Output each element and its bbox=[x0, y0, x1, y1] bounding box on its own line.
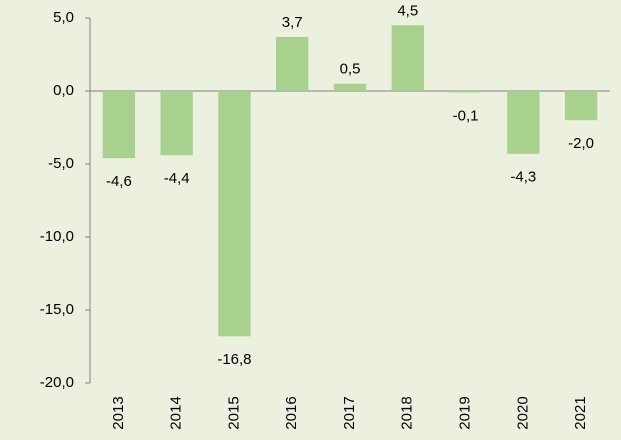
x-tick-label: 2016 bbox=[283, 396, 300, 429]
y-tick-label: 0,0 bbox=[53, 82, 74, 99]
x-tick-label: 2018 bbox=[399, 396, 416, 429]
value-label: -4,6 bbox=[106, 173, 132, 190]
x-tick-label: 2019 bbox=[457, 396, 474, 429]
value-label: 4,5 bbox=[397, 2, 418, 19]
y-tick-label: 5,0 bbox=[53, 9, 74, 26]
value-label: -4,3 bbox=[510, 169, 536, 186]
y-tick-label: -10,0 bbox=[40, 228, 74, 245]
bar bbox=[218, 91, 251, 337]
bar bbox=[160, 91, 193, 156]
bar bbox=[391, 25, 424, 91]
bar bbox=[333, 83, 367, 91]
bar bbox=[102, 91, 136, 159]
bar bbox=[276, 36, 309, 91]
value-label: -0,1 bbox=[453, 107, 479, 124]
value-label: 0,5 bbox=[340, 61, 361, 78]
x-tick-label: 2020 bbox=[514, 396, 531, 429]
x-tick-label: 2014 bbox=[168, 396, 185, 429]
value-label: -16,8 bbox=[217, 351, 251, 368]
y-tick-label: -5,0 bbox=[48, 155, 74, 172]
x-tick-label: 2013 bbox=[110, 396, 127, 429]
x-tick-label: 2017 bbox=[341, 396, 358, 429]
value-label: -2,0 bbox=[568, 135, 594, 152]
x-tick-label: 2021 bbox=[572, 396, 589, 429]
bar bbox=[449, 91, 482, 93]
y-tick-label: -20,0 bbox=[40, 374, 74, 391]
value-label: -4,4 bbox=[164, 170, 190, 187]
y-tick-label: -15,0 bbox=[40, 301, 74, 318]
value-label: 3,7 bbox=[282, 14, 303, 31]
x-tick-label: 2015 bbox=[225, 396, 242, 429]
bar bbox=[564, 91, 598, 121]
bar bbox=[507, 91, 540, 154]
